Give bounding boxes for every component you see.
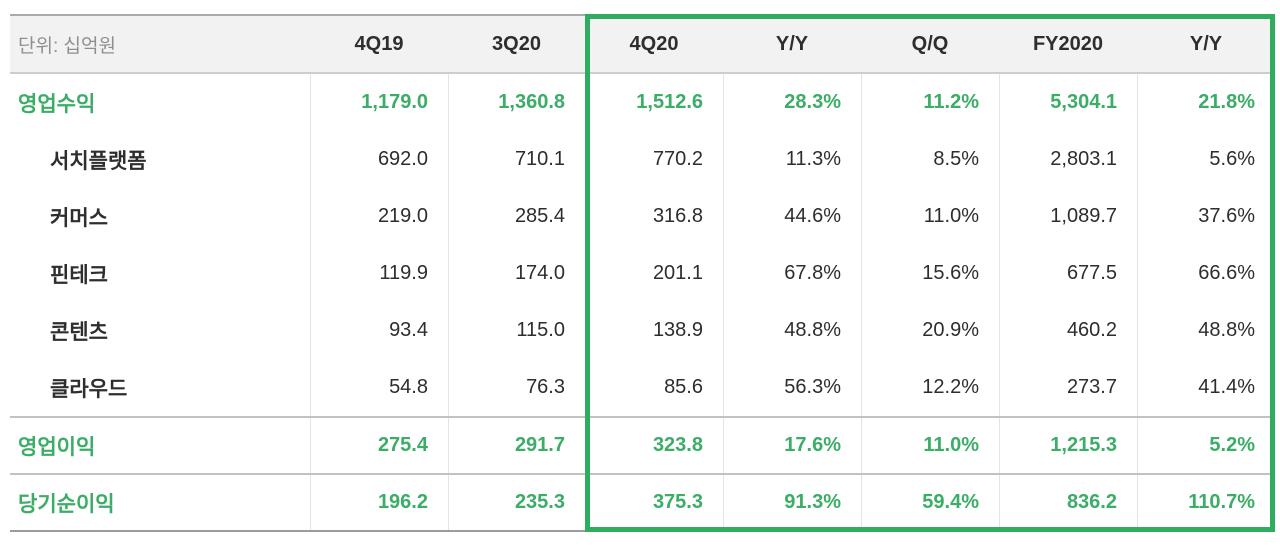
- value-cell: 235.3: [448, 475, 585, 530]
- unit-label: 단위: 십억원: [18, 35, 116, 57]
- value-cell: 48.8%: [1137, 302, 1275, 359]
- value-cell: 316.8: [585, 188, 723, 245]
- value-cell: 2,803.1: [999, 131, 1137, 188]
- column-header-yy-quarter: Y/Y: [775, 32, 809, 55]
- value-cell: 201.1: [585, 245, 723, 302]
- earnings-table: 단위: 십억원 4Q19 3Q20 4Q20 Y/Y Q/Q FY2020 Y/…: [10, 14, 1275, 532]
- value-cell: 28.3%: [723, 74, 861, 131]
- value-cell: 1,360.8: [448, 74, 585, 131]
- value-cell: 836.2: [999, 475, 1137, 530]
- row-label: 당기순이익: [18, 492, 115, 516]
- column-header-fy2020: FY2020: [1032, 32, 1104, 55]
- table-row-1: 서치플랫폼 692.0 710.1 770.2 11.3% 8.5% 2,803…: [10, 131, 1275, 188]
- value-cell: 8.5%: [861, 131, 999, 188]
- value-cell: 67.8%: [723, 245, 861, 302]
- value-cell: 11.0%: [861, 418, 999, 473]
- value-cell: 11.2%: [861, 74, 999, 131]
- value-cell: 59.4%: [861, 475, 999, 530]
- value-cell: 110.7%: [1137, 475, 1275, 530]
- value-cell: 692.0: [310, 131, 448, 188]
- value-cell: 41.4%: [1137, 359, 1275, 416]
- value-cell: 273.7: [999, 359, 1137, 416]
- column-header-yy-annual: Y/Y: [1189, 32, 1223, 55]
- value-cell: 85.6: [585, 359, 723, 416]
- value-cell: 48.8%: [723, 302, 861, 359]
- row-label: 커머스: [50, 206, 108, 230]
- value-cell: 770.2: [585, 131, 723, 188]
- value-cell: 1,089.7: [999, 188, 1137, 245]
- table-row-2: 커머스 219.0 285.4 316.8 44.6% 11.0% 1,089.…: [10, 188, 1275, 245]
- value-cell: 375.3: [585, 475, 723, 530]
- value-cell: 5,304.1: [999, 74, 1137, 131]
- value-cell: 1,179.0: [310, 74, 448, 131]
- value-cell: 91.3%: [723, 475, 861, 530]
- value-cell: 5.2%: [1137, 418, 1275, 473]
- value-cell: 17.6%: [723, 418, 861, 473]
- table-row-5: 클라우드 54.8 76.3 85.6 56.3% 12.2% 273.7 41…: [10, 359, 1275, 416]
- table-row-7: 당기순이익 196.2 235.3 375.3 91.3% 59.4% 836.…: [10, 473, 1275, 530]
- value-cell: 174.0: [448, 245, 585, 302]
- table-row-6: 영업이익 275.4 291.7 323.8 17.6% 11.0% 1,215…: [10, 416, 1275, 473]
- value-cell: 54.8: [310, 359, 448, 416]
- column-header-3q20: 3Q20: [492, 32, 541, 55]
- table-header-row: 단위: 십억원 4Q19 3Q20 4Q20 Y/Y Q/Q FY2020 Y/…: [10, 16, 1275, 74]
- value-cell: 1,215.3: [999, 418, 1137, 473]
- value-cell: 119.9: [310, 245, 448, 302]
- value-cell: 115.0: [448, 302, 585, 359]
- value-cell: 66.6%: [1137, 245, 1275, 302]
- value-cell: 37.6%: [1137, 188, 1275, 245]
- value-cell: 677.5: [999, 245, 1137, 302]
- value-cell: 710.1: [448, 131, 585, 188]
- value-cell: 11.3%: [723, 131, 861, 188]
- row-label: 영업이익: [18, 435, 96, 459]
- value-cell: 12.2%: [861, 359, 999, 416]
- value-cell: 15.6%: [861, 245, 999, 302]
- column-header-qq: Q/Q: [911, 32, 949, 55]
- column-header-4q20: 4Q20: [629, 32, 679, 55]
- value-cell: 76.3: [448, 359, 585, 416]
- row-label: 서치플랫폼: [50, 149, 147, 173]
- table-row-3: 핀테크 119.9 174.0 201.1 67.8% 15.6% 677.5 …: [10, 245, 1275, 302]
- row-label: 핀테크: [50, 263, 108, 287]
- row-label: 클라우드: [50, 377, 128, 401]
- value-cell: 291.7: [448, 418, 585, 473]
- value-cell: 138.9: [585, 302, 723, 359]
- value-cell: 44.6%: [723, 188, 861, 245]
- value-cell: 5.6%: [1137, 131, 1275, 188]
- value-cell: 219.0: [310, 188, 448, 245]
- value-cell: 285.4: [448, 188, 585, 245]
- value-cell: 1,512.6: [585, 74, 723, 131]
- row-label: 영업수익: [18, 92, 96, 116]
- value-cell: 56.3%: [723, 359, 861, 416]
- value-cell: 323.8: [585, 418, 723, 473]
- value-cell: 196.2: [310, 475, 448, 530]
- row-label: 콘텐츠: [50, 320, 108, 344]
- value-cell: 20.9%: [861, 302, 999, 359]
- table-body: 영업수익 1,179.0 1,360.8 1,512.6 28.3% 11.2%…: [10, 74, 1275, 530]
- table-row-4: 콘텐츠 93.4 115.0 138.9 48.8% 20.9% 460.2 4…: [10, 302, 1275, 359]
- column-header-4q19: 4Q19: [354, 32, 404, 55]
- value-cell: 460.2: [999, 302, 1137, 359]
- value-cell: 11.0%: [861, 188, 999, 245]
- value-cell: 21.8%: [1137, 74, 1275, 131]
- table-row-0: 영업수익 1,179.0 1,360.8 1,512.6 28.3% 11.2%…: [10, 74, 1275, 131]
- value-cell: 275.4: [310, 418, 448, 473]
- value-cell: 93.4: [310, 302, 448, 359]
